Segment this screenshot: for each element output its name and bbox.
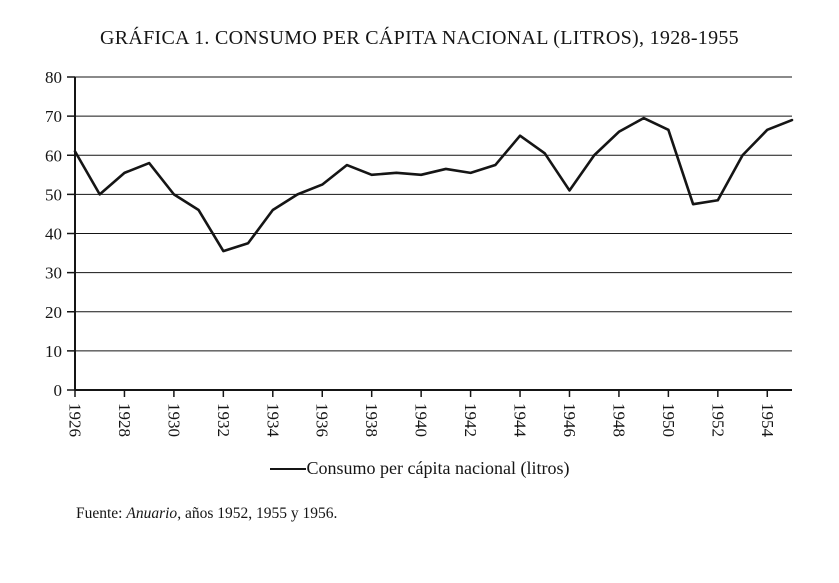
source-suffix: , años 1952, 1955 y 1956. bbox=[177, 505, 338, 522]
svg-text:1940: 1940 bbox=[412, 403, 431, 437]
svg-text:80: 80 bbox=[45, 68, 62, 87]
svg-text:1932: 1932 bbox=[214, 403, 233, 437]
line-chart: 0 10 20 30 40 50 60 70 80 1926 1928 1930 1932 1934 193… bbox=[45, 68, 794, 438]
svg-text:50: 50 bbox=[45, 185, 62, 204]
chart-legend: Consumo per cápita nacional (litros) bbox=[0, 458, 839, 479]
svg-text:1930: 1930 bbox=[164, 403, 183, 437]
svg-text:1944: 1944 bbox=[511, 403, 530, 438]
svg-text:60: 60 bbox=[45, 146, 62, 165]
svg-text:10: 10 bbox=[45, 342, 62, 361]
source-prefix: Fuente: bbox=[76, 505, 127, 522]
svg-text:1950: 1950 bbox=[659, 403, 678, 437]
source-note: Fuente: Anuario, años 1952, 1955 y 1956. bbox=[76, 505, 839, 523]
svg-text:40: 40 bbox=[45, 225, 62, 244]
svg-text:1954: 1954 bbox=[758, 403, 777, 438]
svg-text:1936: 1936 bbox=[313, 403, 332, 437]
svg-text:1934: 1934 bbox=[263, 403, 282, 438]
svg-text:1952: 1952 bbox=[708, 403, 727, 437]
chart-title: GRÁFICA 1. CONSUMO PER CÁPITA NACIONAL (… bbox=[100, 27, 739, 49]
svg-text:1938: 1938 bbox=[362, 403, 381, 437]
svg-text:20: 20 bbox=[45, 303, 62, 322]
legend-line-marker bbox=[269, 467, 306, 470]
legend-label: Consumo per cápita nacional (litros) bbox=[306, 458, 570, 478]
source-work: Anuario bbox=[126, 505, 178, 522]
svg-text:1946: 1946 bbox=[560, 403, 579, 437]
svg-text:0: 0 bbox=[54, 381, 63, 400]
svg-text:1942: 1942 bbox=[461, 403, 480, 437]
svg-text:1926: 1926 bbox=[66, 403, 85, 437]
svg-text:1948: 1948 bbox=[609, 403, 628, 437]
svg-text:70: 70 bbox=[45, 107, 62, 126]
svg-text:30: 30 bbox=[45, 264, 62, 283]
svg-text:1928: 1928 bbox=[115, 403, 134, 437]
